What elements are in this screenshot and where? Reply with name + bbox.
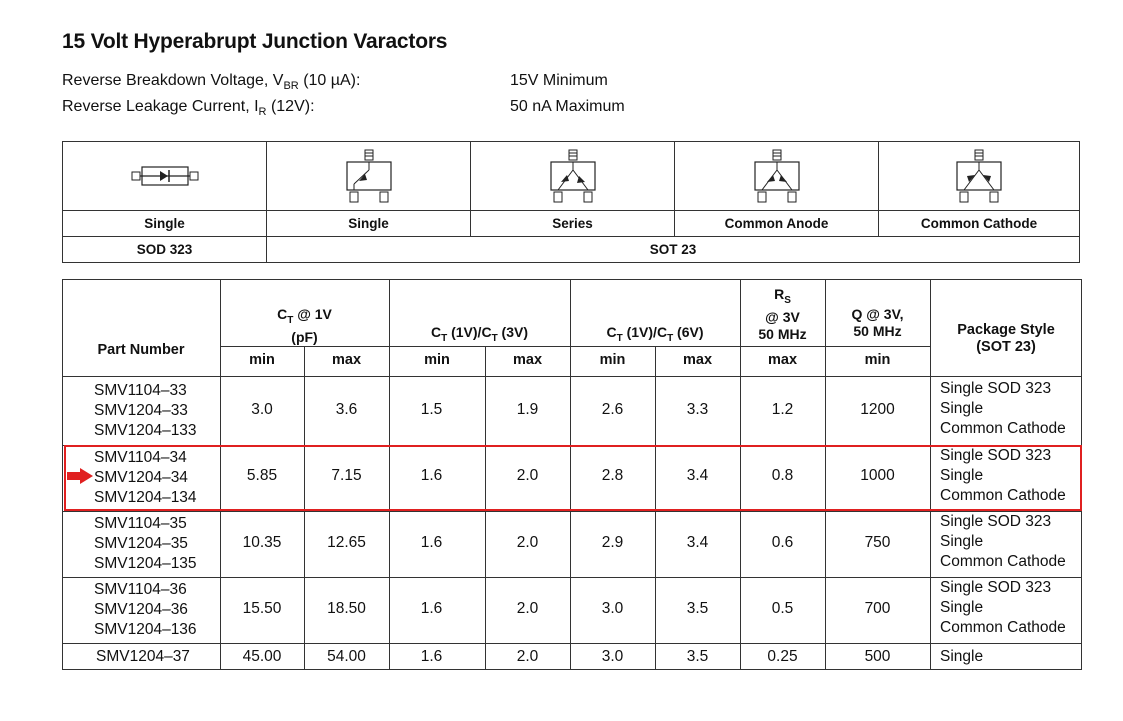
value-r6-min: 2.9 xyxy=(601,534,624,551)
spec-breakdown-label: Reverse Breakdown Voltage, VBR (10 µA): xyxy=(62,72,361,93)
value-r3-max: 1.9 xyxy=(516,401,539,418)
package-style: Single SOD 323 Single Common Cathode xyxy=(940,447,1066,504)
value-r6-max: 3.4 xyxy=(686,534,709,551)
table-divider xyxy=(655,346,657,670)
package-style: Single SOD 323 Single Common Cathode xyxy=(940,513,1066,570)
value-r6-min: 2.6 xyxy=(601,401,624,418)
table-divider xyxy=(62,511,1082,513)
sod323-single-diode-icon xyxy=(63,142,267,210)
header-rs: RS @ 3V 50 MHz xyxy=(758,286,807,342)
red-arrow-right-icon xyxy=(67,468,93,484)
package-style: Single SOD 323 Single Common Cathode xyxy=(940,579,1066,636)
subheader-max: max xyxy=(512,352,543,368)
value-q-min: 1200 xyxy=(860,401,895,418)
value-q-min: 750 xyxy=(864,534,891,551)
value-r3-min: 1.6 xyxy=(420,467,443,484)
subheader-min: min xyxy=(249,352,275,368)
header-ct-1v: CT @ 1V (pF) xyxy=(277,306,332,345)
value-r3-min: 1.6 xyxy=(420,648,443,665)
sot23-single-diode-icon xyxy=(267,142,471,210)
value-r3-max: 2.0 xyxy=(516,467,539,484)
spec-leakage-label: Reverse Leakage Current, IR (12V): xyxy=(62,98,315,119)
highlighted-row-box xyxy=(64,445,1082,511)
value-ct1-min: 15.50 xyxy=(242,600,282,617)
package-type-sot23: SOT 23 xyxy=(267,236,1079,262)
table-divider xyxy=(485,346,487,670)
value-r6-min: 2.8 xyxy=(601,467,624,484)
part-numbers: SMV1104–36 SMV1204–36 SMV1204–136 xyxy=(94,581,197,638)
header-package-style: Package Style (SOT 23) xyxy=(957,322,1055,355)
config-label: Single xyxy=(267,210,471,236)
table-divider xyxy=(62,376,1082,378)
package-style: Single xyxy=(940,648,984,665)
value-ct1-min: 3.0 xyxy=(251,401,273,418)
sot23-common-anode-icon xyxy=(675,142,879,210)
config-label: Common Cathode xyxy=(879,210,1079,236)
value-ct1-max: 54.00 xyxy=(327,648,366,665)
part-numbers: SMV1204–37 xyxy=(96,648,190,665)
value-r3-max: 2.0 xyxy=(516,648,539,665)
package-type-sod323: SOD 323 xyxy=(63,236,267,262)
value-q-min: 700 xyxy=(864,600,891,617)
subheader-min: min xyxy=(864,352,891,368)
sot23-common-cathode-icon xyxy=(879,142,1079,210)
value-r6-min: 3.0 xyxy=(601,648,624,665)
value-r3-max: 2.0 xyxy=(516,600,539,617)
table-divider xyxy=(825,279,827,670)
table-divider xyxy=(570,279,572,670)
value-r6-max: 3.5 xyxy=(686,648,709,665)
table-divider xyxy=(62,643,1082,645)
header-q: Q @ 3V, 50 MHz xyxy=(851,306,904,339)
part-numbers: SMV1104–34 SMV1204–34 SMV1204–134 xyxy=(94,449,197,506)
table-divider xyxy=(930,279,932,670)
value-r6-max: 3.5 xyxy=(686,600,709,617)
spec-breakdown-value: 15V Minimum xyxy=(510,72,608,89)
value-q-min: 1000 xyxy=(860,467,895,484)
table-divider xyxy=(220,346,930,348)
subheader-max: max xyxy=(682,352,713,368)
header-part-number: Part Number xyxy=(97,342,185,358)
value-rs-max: 0.5 xyxy=(771,600,794,617)
subheader-max: max xyxy=(331,352,362,368)
value-r6-max: 3.3 xyxy=(686,401,709,418)
value-r3-min: 1.6 xyxy=(420,600,443,617)
header-ct-ratio-6v: CT (1V)/CT (6V) xyxy=(606,324,704,344)
value-ct1-max: 7.15 xyxy=(331,467,362,484)
value-r6-min: 3.0 xyxy=(601,600,624,617)
value-r3-max: 2.0 xyxy=(516,534,539,551)
value-q-min: 500 xyxy=(864,648,891,665)
value-r6-max: 3.4 xyxy=(686,467,709,484)
value-ct1-min: 45.00 xyxy=(242,648,282,665)
value-ct1-max: 18.50 xyxy=(327,600,366,617)
value-rs-max: 0.8 xyxy=(771,467,794,484)
part-numbers: SMV1104–33 SMV1204–33 SMV1204–133 xyxy=(94,382,197,439)
config-label: Series xyxy=(471,210,675,236)
value-ct1-max: 3.6 xyxy=(335,401,358,418)
value-r3-min: 1.5 xyxy=(420,401,443,418)
value-ct1-max: 12.65 xyxy=(327,534,366,551)
page-title: 15 Volt Hyperabrupt Junction Varactors xyxy=(62,30,448,53)
header-ct-ratio-3v: CT (1V)/CT (3V) xyxy=(430,324,529,344)
value-rs-max: 0.25 xyxy=(767,648,798,665)
package-style: Single SOD 323 Single Common Cathode xyxy=(940,380,1066,437)
config-label: Common Anode xyxy=(675,210,879,236)
config-label: Single xyxy=(63,210,267,236)
value-r3-min: 1.6 xyxy=(420,534,443,551)
subheader-max: max xyxy=(767,352,798,368)
subheader-min: min xyxy=(424,352,450,368)
package-config-table: Single Single Series Common Anode Common… xyxy=(62,141,1080,263)
table-divider xyxy=(220,279,222,670)
table-divider xyxy=(389,279,391,670)
value-rs-max: 1.2 xyxy=(771,401,794,418)
table-divider xyxy=(740,279,742,670)
table-divider xyxy=(304,346,306,670)
table-divider xyxy=(62,577,1082,579)
part-numbers: SMV1104–35 SMV1204–35 SMV1204–135 xyxy=(94,515,197,572)
sot23-series-diode-icon xyxy=(471,142,675,210)
value-ct1-min: 5.85 xyxy=(246,467,278,484)
subheader-min: min xyxy=(599,352,626,368)
value-ct1-min: 10.35 xyxy=(242,534,282,551)
spec-leakage-value: 50 nA Maximum xyxy=(510,98,625,115)
value-rs-max: 0.6 xyxy=(771,534,794,551)
